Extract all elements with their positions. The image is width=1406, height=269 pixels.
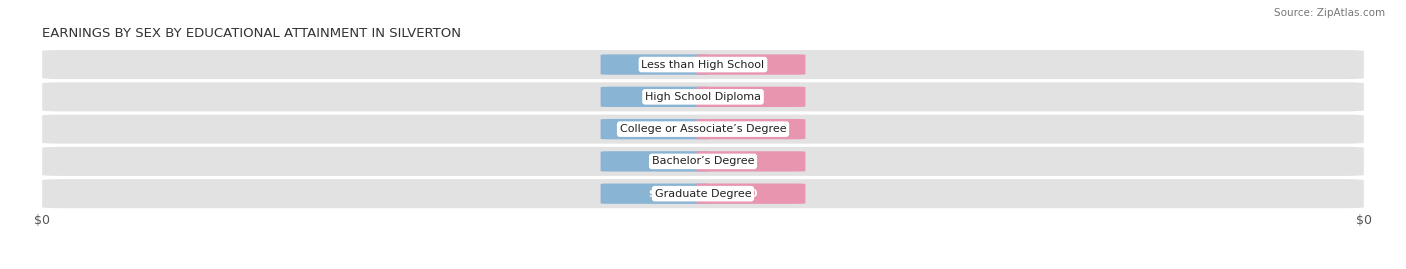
FancyBboxPatch shape xyxy=(600,151,710,172)
FancyBboxPatch shape xyxy=(42,50,1364,79)
Text: $0: $0 xyxy=(744,92,758,102)
FancyBboxPatch shape xyxy=(42,179,1364,208)
FancyBboxPatch shape xyxy=(600,183,710,204)
Text: $0: $0 xyxy=(648,92,662,102)
Text: $0: $0 xyxy=(744,156,758,167)
Text: $0: $0 xyxy=(648,156,662,167)
FancyBboxPatch shape xyxy=(600,119,710,139)
FancyBboxPatch shape xyxy=(600,54,710,75)
FancyBboxPatch shape xyxy=(600,87,710,107)
Text: College or Associate’s Degree: College or Associate’s Degree xyxy=(620,124,786,134)
FancyBboxPatch shape xyxy=(42,147,1364,176)
Text: EARNINGS BY SEX BY EDUCATIONAL ATTAINMENT IN SILVERTON: EARNINGS BY SEX BY EDUCATIONAL ATTAINMEN… xyxy=(42,27,461,40)
FancyBboxPatch shape xyxy=(696,151,806,172)
FancyBboxPatch shape xyxy=(696,183,806,204)
Text: $0: $0 xyxy=(744,124,758,134)
FancyBboxPatch shape xyxy=(696,87,806,107)
Text: Graduate Degree: Graduate Degree xyxy=(655,189,751,199)
FancyBboxPatch shape xyxy=(42,82,1364,111)
Text: Source: ZipAtlas.com: Source: ZipAtlas.com xyxy=(1274,8,1385,18)
Text: $0: $0 xyxy=(648,189,662,199)
Text: $0: $0 xyxy=(744,189,758,199)
Text: $0: $0 xyxy=(648,124,662,134)
Text: $0: $0 xyxy=(744,59,758,70)
FancyBboxPatch shape xyxy=(696,54,806,75)
FancyBboxPatch shape xyxy=(696,119,806,139)
Text: $0: $0 xyxy=(648,59,662,70)
Text: High School Diploma: High School Diploma xyxy=(645,92,761,102)
FancyBboxPatch shape xyxy=(42,115,1364,144)
Text: Less than High School: Less than High School xyxy=(641,59,765,70)
Text: Bachelor’s Degree: Bachelor’s Degree xyxy=(652,156,754,167)
